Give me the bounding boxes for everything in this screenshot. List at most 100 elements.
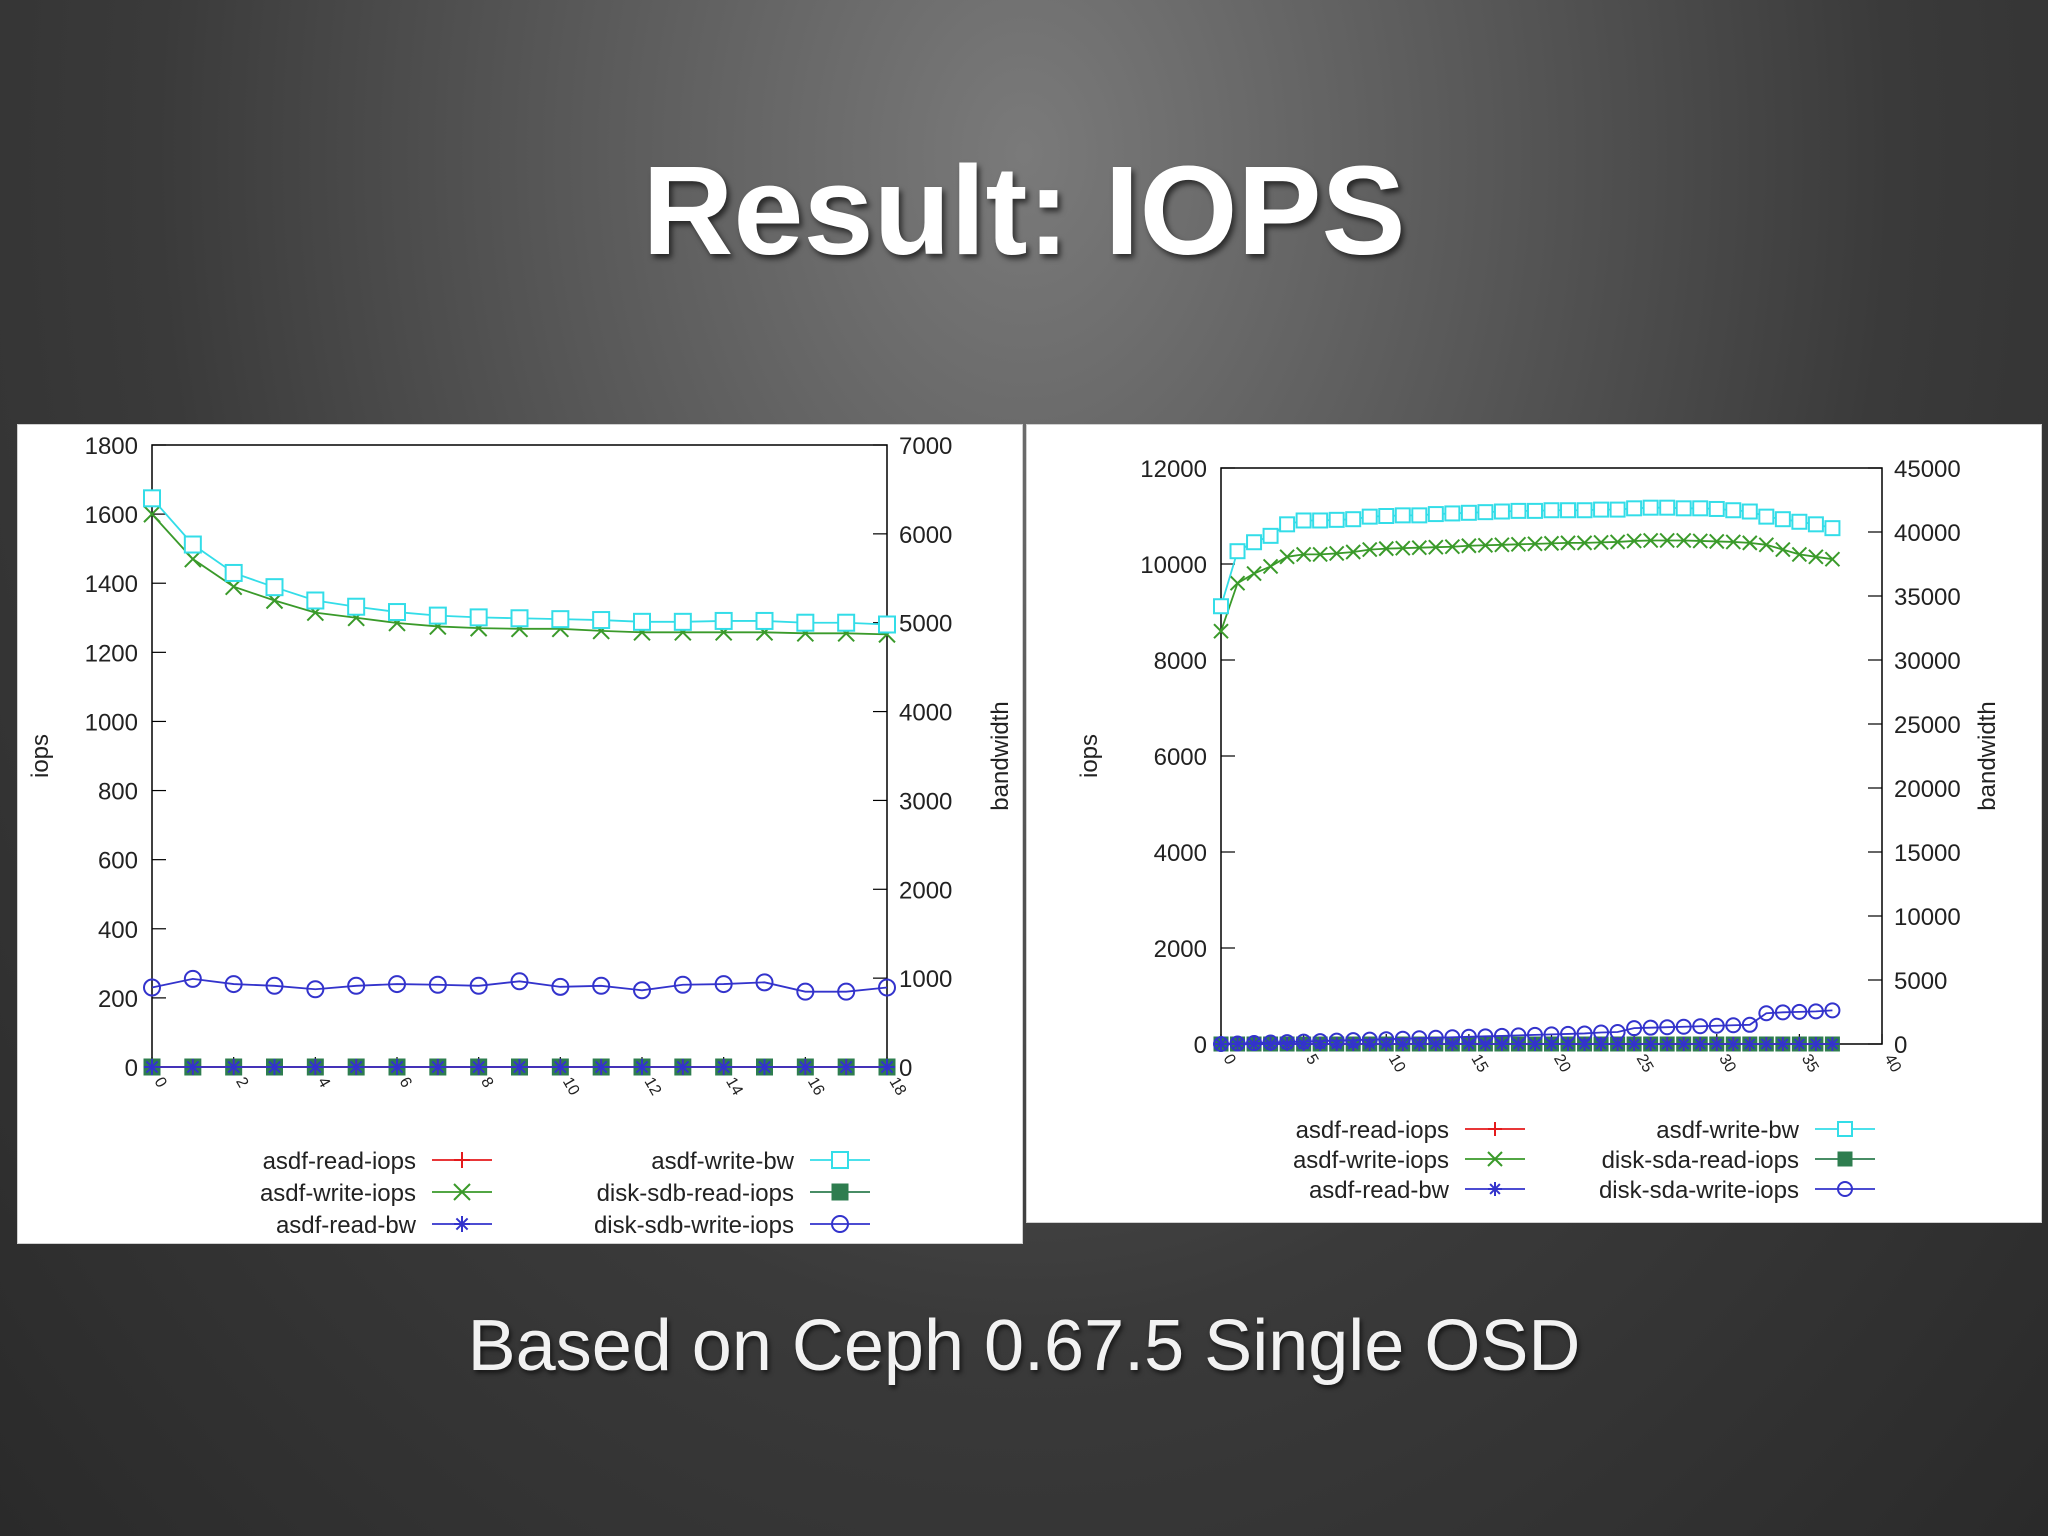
- data-point: [143, 505, 161, 523]
- data-point: [1246, 1035, 1263, 1052]
- data-point: [1758, 537, 1775, 553]
- data-point: [1543, 535, 1560, 552]
- series-line: [151, 977, 888, 993]
- data-point: [1345, 1032, 1362, 1049]
- data-point: [306, 980, 325, 999]
- data-point: [592, 611, 611, 630]
- data-point: [838, 1059, 855, 1075]
- data-point: [1328, 1032, 1345, 1049]
- data-point: [1229, 543, 1246, 560]
- data-point: [1246, 565, 1262, 582]
- data-point: [1791, 513, 1808, 530]
- x-tick-label: 18: [886, 1075, 910, 1099]
- data-point: [144, 1059, 160, 1075]
- data-point: [1609, 501, 1626, 518]
- series-asdf-write-iops: [1213, 532, 1841, 639]
- data-point: [428, 606, 447, 625]
- data-point: [551, 977, 570, 996]
- x-tick-label: 6: [396, 1075, 415, 1091]
- legend-label: disk-sdb-read-iops: [597, 1180, 794, 1207]
- y2-tick-label: 0: [899, 1055, 912, 1082]
- y-tick-label: 12000: [1140, 456, 1207, 483]
- data-point: [1774, 511, 1791, 528]
- legend-label: asdf-write-bw: [1656, 1117, 1799, 1144]
- data-point: [1824, 520, 1841, 537]
- y2-tick-label: 3000: [899, 788, 952, 815]
- data-point: [879, 1059, 895, 1075]
- data-point: [1295, 546, 1312, 563]
- legend-marker: [1837, 1151, 1853, 1167]
- data-point: [266, 1059, 283, 1075]
- legend-item: asdf-write-bw: [1656, 1117, 1875, 1144]
- y-tick-label: 800: [98, 779, 138, 806]
- data-point: [1709, 533, 1725, 550]
- data-point: [714, 611, 733, 630]
- data-point: [1444, 1029, 1461, 1046]
- data-point: [1725, 1017, 1742, 1034]
- data-point: [673, 975, 692, 994]
- y2-tick-label: 7000: [899, 433, 952, 460]
- legend-marker: [453, 1183, 471, 1201]
- data-point: [1444, 539, 1461, 555]
- y2-tick-label: 2000: [899, 877, 952, 904]
- data-point: [1676, 1037, 1691, 1051]
- data-point: [1593, 501, 1610, 518]
- slide-subtitle: Based on Ceph 0.67.5 Single OSD: [467, 1306, 1581, 1386]
- legend-marker: [1837, 1181, 1853, 1197]
- data-point: [1394, 507, 1411, 524]
- data-point: [224, 563, 243, 582]
- legend-label: asdf-read-iops: [263, 1148, 416, 1175]
- y-tick-label: 1200: [85, 640, 138, 667]
- y-tick-label: 400: [98, 917, 138, 944]
- data-point: [347, 597, 366, 616]
- series-asdf-read-bw: [144, 1059, 895, 1075]
- data-point: [1543, 1026, 1560, 1043]
- x-tick-label: 40: [1881, 1052, 1905, 1076]
- data-point: [1229, 575, 1246, 591]
- data-point: [1378, 508, 1395, 524]
- y-tick-label: 1600: [85, 502, 138, 529]
- series-line: [1220, 539, 1833, 632]
- data-point: [183, 535, 202, 554]
- data-point: [1708, 1017, 1725, 1034]
- legend-marker: [831, 1215, 849, 1233]
- x-tick-label: 0: [151, 1075, 170, 1091]
- y2-tick-label: 45000: [1894, 456, 1961, 483]
- y2-tick-label: 10000: [1894, 904, 1961, 931]
- y-axis-title: iops: [1076, 734, 1103, 778]
- data-point: [1477, 504, 1494, 521]
- legend-item: disk-sdb-read-iops: [597, 1180, 870, 1207]
- data-point: [347, 976, 366, 995]
- data-point: [552, 1059, 569, 1075]
- series-asdf-read-bw: [1214, 1037, 1840, 1051]
- data-point: [1627, 1037, 1642, 1051]
- data-point: [306, 591, 325, 610]
- y-tick-label: 4000: [1154, 840, 1207, 867]
- legend-label: asdf-write-bw: [651, 1148, 794, 1175]
- data-point: [1229, 1035, 1246, 1052]
- data-point: [1493, 503, 1510, 520]
- y2-tick-label: 40000: [1894, 520, 1961, 547]
- data-point: [1460, 504, 1477, 521]
- data-point: [307, 1059, 324, 1075]
- data-point: [878, 615, 896, 634]
- data-point: [1807, 1003, 1824, 1020]
- legend-item: asdf-read-iops: [1296, 1117, 1525, 1144]
- legend-label: disk-sdb-write-iops: [594, 1212, 794, 1239]
- data-point: [143, 489, 161, 508]
- data-point: [1460, 1028, 1477, 1045]
- y-tick-label: 10000: [1140, 552, 1207, 579]
- x-tick-label: 20: [1550, 1052, 1574, 1076]
- data-point: [1312, 546, 1328, 563]
- legend-marker: [831, 1183, 849, 1201]
- y-tick-label: 6000: [1154, 744, 1207, 771]
- legend-item: asdf-write-bw: [651, 1148, 870, 1175]
- data-point: [1659, 499, 1676, 516]
- x-tick-label: 5: [1302, 1052, 1321, 1068]
- data-point: [796, 982, 815, 1001]
- data-point: [470, 1059, 487, 1075]
- legend: asdf-read-iops asdf-write-iops asdf-read-b…: [260, 1148, 870, 1239]
- legend-marker: [1488, 1122, 1502, 1136]
- y2-tick-label: 25000: [1894, 712, 1961, 739]
- data-point: [1394, 1030, 1411, 1047]
